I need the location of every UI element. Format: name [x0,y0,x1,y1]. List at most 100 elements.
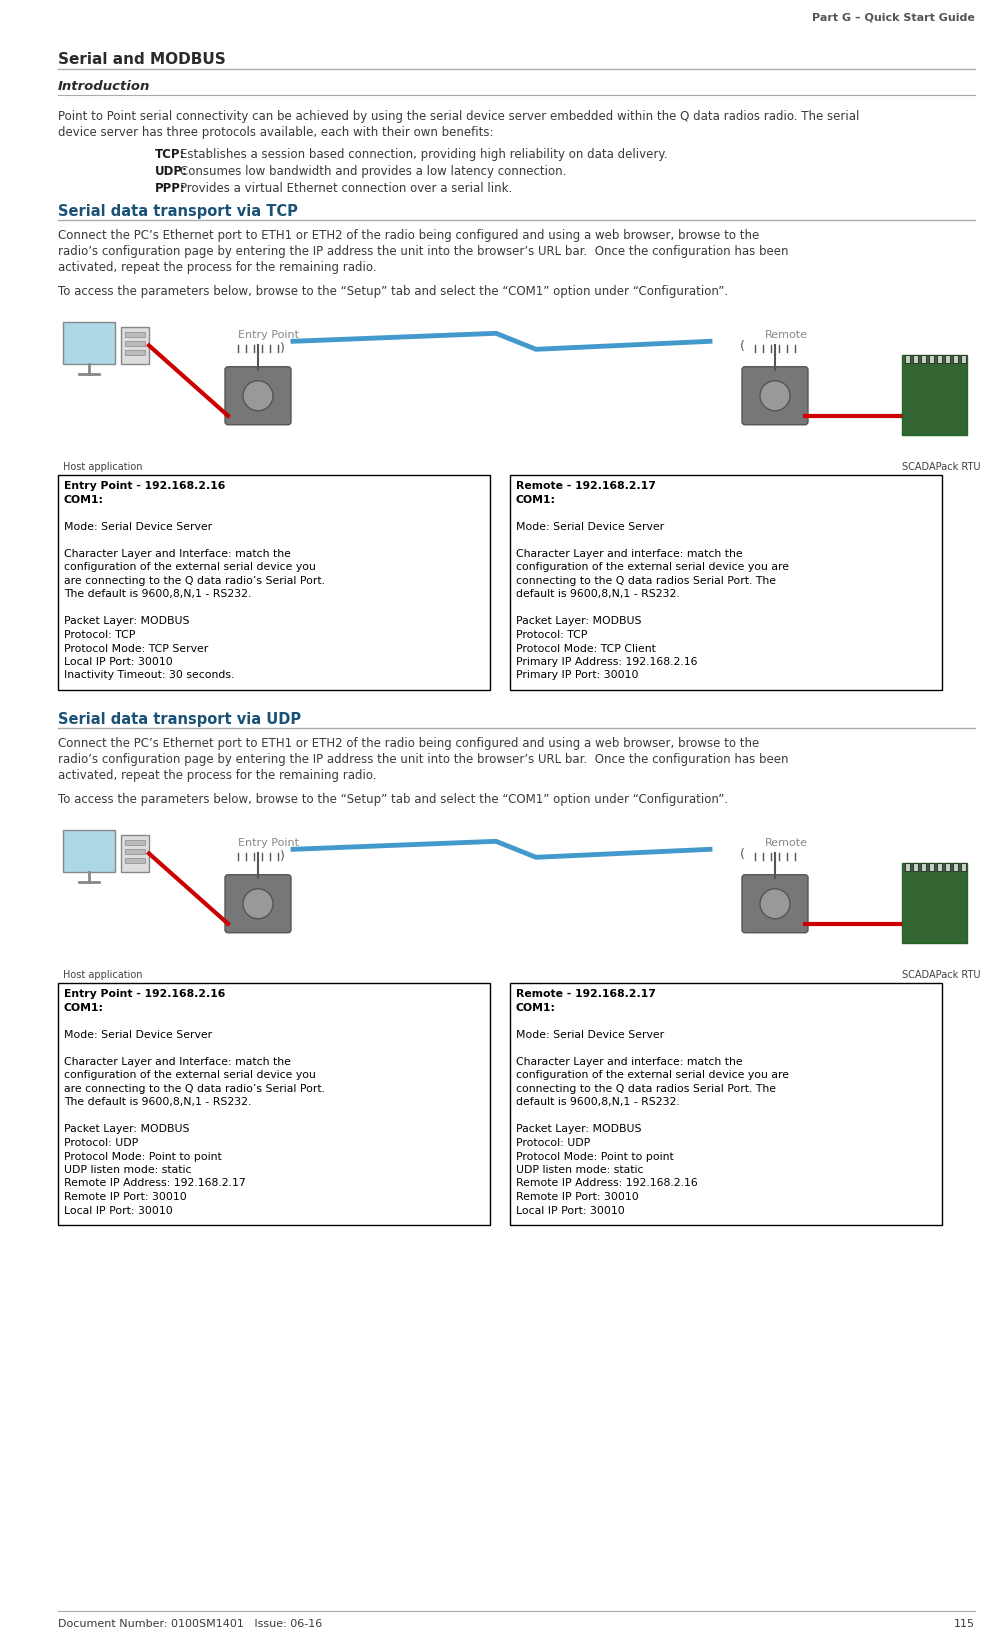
Circle shape [760,889,790,918]
Text: activated, repeat the process for the remaining radio.: activated, repeat the process for the re… [58,769,377,782]
Text: The default is 9600,8,N,1 - RS232.: The default is 9600,8,N,1 - RS232. [64,1097,251,1108]
Text: Connect the PC’s Ethernet port to ETH1 or ETH2 of the radio being configured and: Connect the PC’s Ethernet port to ETH1 o… [58,737,759,750]
Text: COM1:: COM1: [516,1003,556,1013]
Text: radio’s configuration page by entering the IP address the unit into the browser’: radio’s configuration page by entering t… [58,753,789,766]
Text: configuration of the external serial device you: configuration of the external serial dev… [64,563,316,573]
Text: (: ( [740,340,745,352]
Bar [58,814,975,977]
Text: Protocol Mode: Point to point: Protocol Mode: Point to point [516,1151,673,1162]
Text: Serial and MODBUS: Serial and MODBUS [58,52,226,67]
Bar [125,340,145,345]
Text: Character Layer and Interface: match the: Character Layer and Interface: match the [64,1058,290,1067]
Bar [125,332,145,337]
Bar [921,355,926,363]
Text: TCP:: TCP: [155,147,185,160]
Text: Primary IP Port: 30010: Primary IP Port: 30010 [516,671,638,681]
Bar [953,863,958,871]
Bar [63,830,115,871]
Text: connecting to the Q data radios Serial Port. The: connecting to the Q data radios Serial P… [516,1084,776,1094]
Text: configuration of the external serial device you: configuration of the external serial dev… [64,1071,316,1080]
Bar [125,848,145,853]
Text: are connecting to the Q data radio’s Serial Port.: are connecting to the Q data radio’s Ser… [64,1084,325,1094]
Text: Packet Layer: MODBUS: Packet Layer: MODBUS [64,1125,190,1134]
FancyBboxPatch shape [225,874,291,933]
FancyBboxPatch shape [742,874,808,933]
Circle shape [243,889,273,918]
Text: Character Layer and interface: match the: Character Layer and interface: match the [516,1058,743,1067]
Text: Remote IP Port: 30010: Remote IP Port: 30010 [516,1192,639,1202]
Text: Host application: Host application [63,462,143,471]
Bar [58,475,490,691]
Text: Entry Point - 192.168.2.16: Entry Point - 192.168.2.16 [64,481,225,491]
Bar [510,982,942,1224]
Text: Entry Point: Entry Point [238,838,299,848]
Text: Connect the PC’s Ethernet port to ETH1 or ETH2 of the radio being configured and: Connect the PC’s Ethernet port to ETH1 o… [58,229,759,242]
Text: Point to Point serial connectivity can be achieved by using the serial device se: Point to Point serial connectivity can b… [58,110,859,123]
Text: Entry Point - 192.168.2.16: Entry Point - 192.168.2.16 [64,989,225,999]
Text: default is 9600,8,N,1 - RS232.: default is 9600,8,N,1 - RS232. [516,1097,679,1108]
Text: connecting to the Q data radios Serial Port. The: connecting to the Q data radios Serial P… [516,576,776,586]
Bar [902,355,967,435]
Text: COM1:: COM1: [64,1003,104,1013]
Text: Protocol Mode: Point to point: Protocol Mode: Point to point [64,1151,222,1162]
Text: Protocol: TCP: Protocol: TCP [64,630,136,640]
Text: configuration of the external serial device you are: configuration of the external serial dev… [516,1071,789,1080]
Text: Protocol Mode: TCP Client: Protocol Mode: TCP Client [516,643,656,653]
Bar [937,863,942,871]
Text: SCADAPack RTU: SCADAPack RTU [902,462,981,471]
Text: Remote IP Port: 30010: Remote IP Port: 30010 [64,1192,187,1202]
Bar [921,863,926,871]
Text: Local IP Port: 30010: Local IP Port: 30010 [64,1205,173,1216]
Bar [125,840,145,845]
Bar [929,355,934,363]
Text: Character Layer and interface: match the: Character Layer and interface: match the [516,548,743,558]
Text: Protocol: UDP: Protocol: UDP [64,1138,139,1148]
Text: radio’s configuration page by entering the IP address the unit into the browser’: radio’s configuration page by entering t… [58,246,789,259]
Bar [121,835,149,871]
Text: Packet Layer: MODBUS: Packet Layer: MODBUS [516,617,641,627]
Text: Establishes a session based connection, providing high reliability on data deliv: Establishes a session based connection, … [180,147,667,160]
Text: default is 9600,8,N,1 - RS232.: default is 9600,8,N,1 - RS232. [516,589,679,599]
Bar [902,863,967,943]
Bar [937,355,942,363]
Bar [913,355,918,363]
Text: (: ( [740,848,745,861]
Text: Inactivity Timeout: 30 seconds.: Inactivity Timeout: 30 seconds. [64,671,234,681]
Text: ): ) [280,342,284,355]
Text: 115: 115 [954,1619,975,1629]
Bar [121,326,149,363]
Text: UDP:: UDP: [155,165,188,178]
Bar [945,355,950,363]
Text: Remote: Remote [765,838,808,848]
Text: Mode: Serial Device Server: Mode: Serial Device Server [64,522,212,532]
Text: configuration of the external serial device you are: configuration of the external serial dev… [516,563,789,573]
Text: are connecting to the Q data radio’s Serial Port.: are connecting to the Q data radio’s Ser… [64,576,325,586]
Bar [904,863,910,871]
Bar [510,475,942,691]
Bar [125,858,145,863]
Text: Protocol: TCP: Protocol: TCP [516,630,587,640]
Text: PPP:: PPP: [155,182,186,195]
Text: Serial data transport via UDP: Serial data transport via UDP [58,712,302,727]
Text: Mode: Serial Device Server: Mode: Serial Device Server [64,1030,212,1039]
Bar [929,863,934,871]
Text: Character Layer and Interface: match the: Character Layer and Interface: match the [64,548,290,558]
Text: Remote IP Address: 192.168.2.17: Remote IP Address: 192.168.2.17 [64,1179,246,1188]
Text: Packet Layer: MODBUS: Packet Layer: MODBUS [516,1125,641,1134]
Text: Local IP Port: 30010: Local IP Port: 30010 [516,1205,625,1216]
Text: Primary IP Address: 192.168.2.16: Primary IP Address: 192.168.2.16 [516,656,697,666]
Text: Local IP Port: 30010: Local IP Port: 30010 [64,656,173,666]
Text: To access the parameters below, browse to the “Setup” tab and select the “COM1” : To access the parameters below, browse t… [58,792,729,805]
Bar [953,355,958,363]
Text: Provides a virtual Ethernet connection over a serial link.: Provides a virtual Ethernet connection o… [180,182,513,195]
Text: COM1:: COM1: [516,494,556,504]
Text: device server has three protocols available, each with their own benefits:: device server has three protocols availa… [58,126,493,139]
Text: Entry Point: Entry Point [238,329,299,340]
Text: Remote: Remote [765,329,808,340]
Text: UDP listen mode: static: UDP listen mode: static [64,1166,192,1175]
Text: The default is 9600,8,N,1 - RS232.: The default is 9600,8,N,1 - RS232. [64,589,251,599]
Bar [125,350,145,355]
Bar [58,982,490,1224]
Bar [63,321,115,363]
FancyBboxPatch shape [225,367,291,424]
